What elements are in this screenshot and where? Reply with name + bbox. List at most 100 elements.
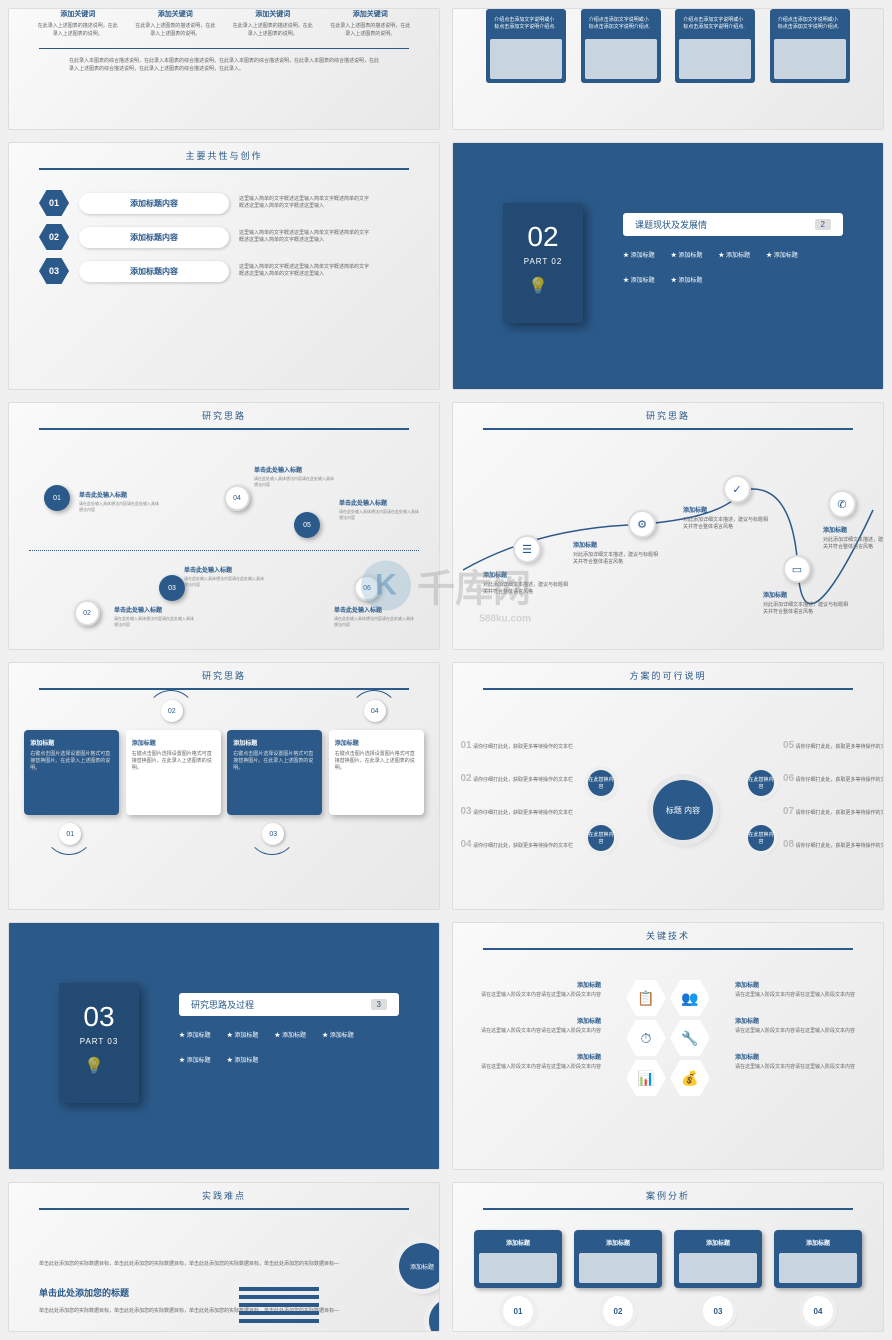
arc-card: 03 添加标题右键点击图片选择设置图片格式可直接替换图片。在此录入上述图表的说明… bbox=[227, 730, 322, 815]
slide-title: 研究思路 bbox=[483, 403, 853, 430]
card-image bbox=[774, 39, 846, 79]
slide-9-part-divider: 03 PART 03 💡 研究思路及过程 3 添加标题添加标题添加标题添加标题添… bbox=[8, 922, 440, 1170]
timeline-node: 03 bbox=[159, 575, 185, 601]
hex-number: 02 bbox=[39, 224, 69, 250]
hub-node: 在此替换内容 bbox=[748, 825, 774, 851]
timeline-node: 05 bbox=[294, 512, 320, 538]
slide-1: 添加关键词在此录入上述图表的描述说明，在此录入上述图表的说明。添加关键词在此录入… bbox=[8, 8, 440, 130]
node-label: 单击此处输入标题请在此处输入具体想法内容请在此处输入具体想法内容 bbox=[79, 490, 159, 512]
tag: 添加标题 bbox=[179, 1055, 211, 1064]
description: 这里输入简单的文字概述这里输入简单文字概述简单的文字概述这里输入简单的文字概述这… bbox=[239, 264, 369, 279]
list-item: 03 请你仔细打此处，获取更多等待操作的文本栏 bbox=[452, 806, 573, 817]
text-item: 添加标题请在这里输入阶段文本内容请在这里输入阶段文本内容 bbox=[735, 1052, 868, 1070]
slide-6-curve: 研究思路 ☰ 添加标题对此添加详细文本描述，建议与标题相关并符合整体语言风格⚙ … bbox=[452, 402, 884, 650]
title-bar: 添加标题内容 bbox=[79, 227, 229, 248]
node-label: 单击此处输入标题请在此处输入具体想法内容请在此处输入具体想法内容 bbox=[184, 565, 264, 587]
hub-center: 标题 内容 bbox=[653, 780, 713, 840]
timeline-node: 01 bbox=[44, 485, 70, 511]
flow-text: 添加标题对此添加详细文本描述，建议与标题相关并符合整体语言风格 bbox=[763, 590, 848, 615]
case-number: 03 bbox=[703, 1296, 733, 1326]
part-title: 课题现状及发展情 2 bbox=[623, 213, 843, 236]
column: 添加关键词在此录入上述图表的描述说明，在此录入上述图表的说明。 bbox=[135, 9, 215, 38]
card-image bbox=[679, 39, 751, 79]
list-item: 02 请你仔细打此处，获取更多等待操作的文本栏 bbox=[452, 773, 573, 784]
hub-node: 在此替换内容 bbox=[748, 770, 774, 796]
slide-3: 主要共性与创作 01添加标题内容这里输入简单的文字概述这里输入简单文字概述简单的… bbox=[8, 142, 440, 390]
lightbulb-icon: 💡 bbox=[84, 1056, 114, 1086]
hub-node: 在此替换内容 bbox=[588, 770, 614, 796]
arc-card: 02 添加标题右键点击图片选择设置图片格式可直接替换图片。在此录入上述图表的说明… bbox=[126, 730, 221, 815]
slide-12-cases: 案例分析 添加标题 01 添加标题 添加标题 02 添加标题 添加标题 03 添… bbox=[452, 1182, 884, 1332]
flow-text: 添加标题对此添加详细文本描述，建议与标题相关并符合整体语言风格 bbox=[683, 505, 768, 530]
hex-icon: 📊 bbox=[626, 1060, 666, 1096]
list-row: 01添加标题内容这里输入简单的文字概述这里输入简单文字概述简单的文字概述这里输入… bbox=[39, 190, 409, 216]
title-bar: 添加标题内容 bbox=[79, 193, 229, 214]
circle-label: 添加标题 bbox=[399, 1243, 440, 1289]
text-item: 添加标题请在这里输入阶段文本内容请在这里输入阶段文本内容 bbox=[735, 1016, 868, 1034]
case-column: 添加标题 04 添加标题 bbox=[774, 1230, 862, 1332]
case-column: 添加标题 02 添加标题 bbox=[574, 1230, 662, 1332]
arc-card: 01 添加标题右键点击图片选择设置图片格式可直接替换图片。在此录入上述图表的说明… bbox=[24, 730, 119, 815]
body-text: 单击此处添加您的实际数据目标，单击此处添加您的实际数据目标，单击此处添加您的实际… bbox=[9, 1210, 439, 1278]
tag: 添加标题 bbox=[322, 1030, 354, 1039]
hub-node: 在此替换内容 bbox=[588, 825, 614, 851]
hex-icon: 💰 bbox=[670, 1060, 710, 1096]
info-card: 介绍点击添加文字说明或小标点击添加文字说明介绍点. bbox=[675, 9, 755, 83]
flow-icon: ✆ bbox=[828, 490, 856, 518]
flow-icon: ✓ bbox=[723, 475, 751, 503]
list-item: 04 请你仔细打此处，获取更多等待操作的文本栏 bbox=[452, 839, 573, 850]
flow-text: 添加标题对此添加详细文本描述，建议与标题相关并符合整体语言风格 bbox=[573, 540, 658, 565]
tag: 添加标题 bbox=[718, 250, 750, 259]
case-number: 04 bbox=[803, 1296, 833, 1326]
node-label: 单击此处输入标题请在此处输入具体想法内容请在此处输入具体想法内容 bbox=[114, 605, 194, 627]
card-number: 02 bbox=[161, 700, 183, 722]
node-label: 单击此处输入标题请在此处输入具体想法内容请在此处输入具体想法内容 bbox=[334, 605, 414, 627]
lightbulb-icon: 💡 bbox=[528, 276, 558, 306]
title-bar: 添加标题内容 bbox=[79, 261, 229, 282]
text-item: 添加标题请在这里输入阶段文本内容请在这里输入阶段文本内容 bbox=[735, 980, 868, 998]
card-image bbox=[490, 39, 562, 79]
slide-title: 关键技术 bbox=[483, 923, 853, 950]
list-item: 05 请你仔细打此处，获取更多等待操作的文本栏 bbox=[783, 740, 884, 751]
text-item: 添加标题请在这里输入阶段文本内容请在这里输入阶段文本内容 bbox=[468, 1016, 601, 1034]
info-card: 介绍点击添加文字说明或小标点击添加文字说明介绍点. bbox=[486, 9, 566, 83]
case-image bbox=[479, 1253, 557, 1283]
heading: 单击此处添加您的标题 bbox=[39, 1286, 409, 1299]
list-item: 01 请你仔细打此处，获取更多等待操作的文本栏 bbox=[452, 740, 573, 751]
case-image bbox=[779, 1253, 857, 1283]
slide-8-hub: 方案的可行说明 标题 内容 在此替换内容在此替换内容在此替换内容在此替换内容01… bbox=[452, 662, 884, 910]
slide-title: 研究思路 bbox=[39, 403, 409, 430]
card-image bbox=[585, 39, 657, 79]
timeline-node: 04 bbox=[224, 485, 250, 511]
info-card: 介绍点击添加文字说明或小标点击添加文字说明介绍点. bbox=[770, 9, 850, 83]
timeline-node: 06 bbox=[354, 575, 380, 601]
tag: 添加标题 bbox=[274, 1030, 306, 1039]
column: 添加关键词在此录入上述图表的描述说明，在此录入上述图表的说明。 bbox=[233, 9, 313, 38]
case-number: 01 bbox=[503, 1296, 533, 1326]
slide-title: 方案的可行说明 bbox=[483, 663, 853, 690]
case-column: 添加标题 03 添加标题 bbox=[674, 1230, 762, 1332]
tag: 添加标题 bbox=[623, 250, 655, 259]
footer-text: 在此录入本图表的综合描述说明，在此录入本图表的综合描述说明。在此录入本图表的综合… bbox=[39, 48, 409, 81]
case-column: 添加标题 01 添加标题 bbox=[474, 1230, 562, 1332]
card-number: 04 bbox=[364, 700, 386, 722]
case-image bbox=[679, 1253, 757, 1283]
hex-icon: 👥 bbox=[670, 980, 710, 1016]
list-item: 06 请你仔细打此处，获取更多等待操作的文本栏 bbox=[783, 773, 884, 784]
list-row: 03添加标题内容这里输入简单的文字概述这里输入简单文字概述简单的文字概述这里输入… bbox=[39, 258, 409, 284]
column: 添加关键词在此录入上述图表的描述说明，在此录入上述图表的说明。 bbox=[330, 9, 410, 38]
text-item: 添加标题请在这里输入阶段文本内容请在这里输入阶段文本内容 bbox=[468, 1052, 601, 1070]
tag: 添加标题 bbox=[671, 250, 703, 259]
description: 这里输入简单的文字概述这里输入简单文字概述简单的文字概述这里输入简单的文字概述这… bbox=[239, 230, 369, 245]
flow-text: 添加标题对此添加详细文本描述，建议与标题相关并符合整体语言风格 bbox=[483, 570, 568, 595]
text-item: 添加标题请在这里输入阶段文本内容请在这里输入阶段文本内容 bbox=[468, 980, 601, 998]
tag: 添加标题 bbox=[671, 275, 703, 284]
node-label: 单击此处输入标题请在此处输入具体想法内容请在此处输入具体想法内容 bbox=[254, 465, 334, 487]
flow-icon: ⚙ bbox=[628, 510, 656, 538]
hex-number: 01 bbox=[39, 190, 69, 216]
column: 添加关键词在此录入上述图表的描述说明，在此录入上述图表的说明。 bbox=[38, 9, 118, 38]
tag: 添加标题 bbox=[179, 1030, 211, 1039]
list-row: 02 添加标题内容这里输入简单的文字概述这里输入简单文字概述简单的文字概述这里输入… bbox=[39, 224, 409, 250]
part-title: 研究思路及过程 3 bbox=[179, 993, 399, 1016]
decorative-lines bbox=[239, 1283, 319, 1327]
